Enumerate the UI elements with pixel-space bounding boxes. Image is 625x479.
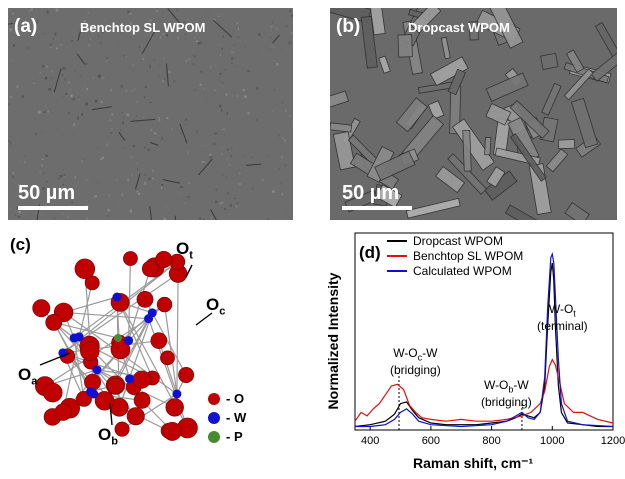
x-tick-label: 1200 xyxy=(601,435,625,447)
panel-c-label: (c) xyxy=(10,235,31,254)
oxygen-atom xyxy=(133,392,151,409)
oxygen-atom xyxy=(150,332,168,349)
oxygen-atom xyxy=(54,403,72,421)
tungsten-atom xyxy=(172,389,182,399)
phosphorus-atom xyxy=(114,334,122,342)
label-arrow xyxy=(39,352,71,366)
plot-frame xyxy=(354,232,614,431)
label-arrow xyxy=(195,312,213,326)
benchtop-texture xyxy=(8,8,293,220)
legend-tungsten: - W xyxy=(208,408,246,427)
oxygen-atom xyxy=(45,314,63,331)
legend-phosphorus-label: - P xyxy=(226,429,243,444)
panel-a-label: (a) xyxy=(14,16,38,37)
keggin-structure xyxy=(32,250,213,441)
panel-b-title: Dropcast WPOM xyxy=(408,20,510,35)
x-tick-label: 1000 xyxy=(540,435,564,447)
oxygen-atom xyxy=(42,382,63,403)
panel-a-scale-label: 50 µm xyxy=(18,182,76,204)
tungsten-atom xyxy=(74,332,84,342)
tungsten-atom xyxy=(92,365,102,375)
panel-d-label: (d) xyxy=(359,243,381,262)
legend-calculated-label: Calculated WPOM xyxy=(413,263,512,278)
oxygen-atom xyxy=(156,296,173,313)
y-axis-title: Normalized Intensity xyxy=(325,272,341,410)
raman-panel: 400 600 800 1000 1200 (d) Dropcast WPOM Benc… xyxy=(315,225,625,479)
oxygen-atom xyxy=(160,350,175,366)
chart-legend: Dropcast WPOM Benchtop SL WPOM Calculate… xyxy=(387,233,523,278)
legend-phosphorus: - P xyxy=(208,427,246,446)
oxygen-atom xyxy=(106,377,124,395)
legend-dropcast: Dropcast WPOM xyxy=(387,233,523,248)
oxygen-atom xyxy=(114,421,130,437)
panel-a-scale-bar xyxy=(18,206,88,210)
panel-a-title: Benchtop SL WPOM xyxy=(80,20,206,35)
series-line-2 xyxy=(355,251,614,428)
tungsten-atom xyxy=(112,292,122,302)
series-line-1 xyxy=(354,358,614,424)
oxygen-atom xyxy=(32,299,51,318)
oxygen-atom xyxy=(80,341,100,361)
legend-dropcast-swatch xyxy=(387,239,407,242)
oxygen-atom xyxy=(132,370,151,389)
panel-b-label: (b) xyxy=(336,16,361,37)
oxygen-atom xyxy=(94,391,115,411)
oxygen-atom xyxy=(178,367,195,383)
dropcast-crystals xyxy=(330,8,617,220)
tungsten-atom xyxy=(86,387,96,397)
legend-calculated-swatch xyxy=(387,269,407,272)
legend-oxygen-label: - O xyxy=(226,391,245,406)
label-oa: Oa xyxy=(18,365,38,388)
tungsten-atom xyxy=(124,336,134,346)
tungsten-atom xyxy=(125,374,135,384)
series-line-0 xyxy=(354,262,613,428)
raman-chart: 400 600 800 1000 1200 xyxy=(354,232,625,447)
oxygen-atom xyxy=(123,251,138,266)
molecule-panel: (c) Ot Oc Oa Ob - O - W - P xyxy=(0,225,300,479)
label-arrow xyxy=(109,402,113,426)
legend-benchtop-swatch xyxy=(387,254,407,257)
oxygen-atom xyxy=(165,398,184,417)
tungsten-swatch xyxy=(208,411,220,424)
oxygen-atom xyxy=(155,250,173,269)
oxygen-atom xyxy=(126,407,145,426)
legend-calculated: Calculated WPOM xyxy=(387,263,523,278)
label-arrow xyxy=(185,264,193,278)
x-tick-label: 400 xyxy=(361,435,379,447)
x-tick-label: 800 xyxy=(482,435,500,447)
x-axis-title: Raman shift, cm⁻¹ xyxy=(413,455,534,471)
label-ob: Ob xyxy=(98,425,118,448)
label-oc: Oc xyxy=(206,295,226,318)
x-tick-label: 600 xyxy=(422,435,440,447)
oxygen-swatch xyxy=(208,392,220,405)
tungsten-atom xyxy=(144,314,154,324)
legend-tungsten-label: - W xyxy=(226,410,247,425)
atom-legend: - O - W - P xyxy=(208,389,246,446)
phosphorus-swatch xyxy=(208,430,220,443)
label-ot: Ot xyxy=(176,239,193,262)
oxygen-atom xyxy=(136,291,154,308)
oxygen-atom xyxy=(162,421,182,441)
legend-oxygen: - O xyxy=(208,389,246,408)
annotation-woc: W-Oc-W (bridging) xyxy=(390,346,441,378)
annotation-wob: W-Ob-W (bridging) xyxy=(481,378,532,410)
legend-benchtop: Benchtop SL WPOM xyxy=(387,248,523,263)
legend-dropcast-label: Dropcast WPOM xyxy=(413,233,504,248)
sem-image-dropcast: (b) Dropcast WPOM 50 µm xyxy=(330,8,617,220)
panel-b-scale-label: 50 µm xyxy=(342,182,400,204)
oxygen-atom xyxy=(74,258,96,280)
sem-image-benchtop: (a) Benchtop SL WPOM 50 µm xyxy=(8,8,293,220)
legend-benchtop-label: Benchtop SL WPOM xyxy=(413,248,524,263)
annotation-wot: W-Ot (terminal) xyxy=(537,302,588,334)
panel-b-scale-bar xyxy=(342,206,412,210)
oxygen-atom xyxy=(141,260,159,278)
